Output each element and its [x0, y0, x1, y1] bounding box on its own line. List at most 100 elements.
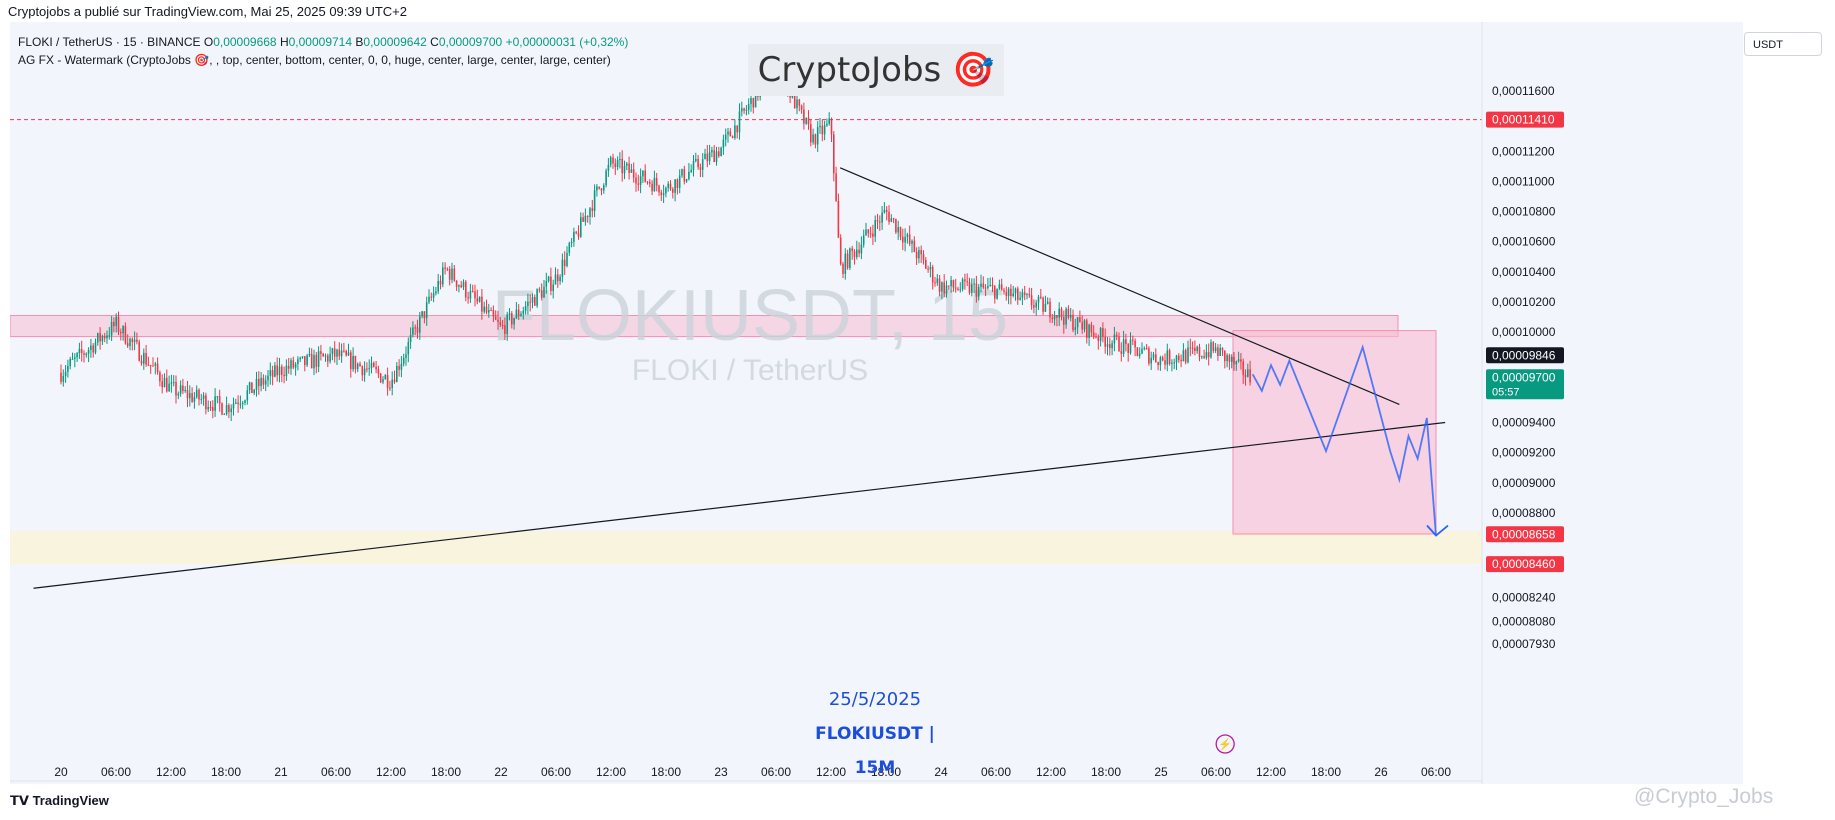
- candle-down: [497, 319, 499, 323]
- candle-up: [536, 289, 538, 306]
- legend-close: 0,00009700: [438, 35, 503, 49]
- candle-up: [195, 389, 198, 398]
- candle-up: [269, 370, 272, 376]
- candle-up: [469, 290, 472, 299]
- lightning-glyph: ⚡: [1218, 738, 1232, 751]
- candle-down: [651, 183, 653, 192]
- candle-up: [819, 125, 821, 128]
- candle-down: [600, 188, 603, 191]
- tradingview-logo[interactable]: 𝗧𝗩 TradingView: [10, 793, 109, 809]
- candle-down: [1224, 350, 1226, 362]
- candle-up: [580, 217, 582, 237]
- candle-down: [156, 363, 159, 373]
- candle-up: [356, 363, 359, 370]
- candle-up: [1182, 350, 1185, 362]
- candle-down: [460, 285, 462, 288]
- symbol-legend[interactable]: FLOKI / TetherUS · 15 · BINANCE O0,00009…: [18, 33, 628, 69]
- candle-up: [363, 368, 366, 376]
- candle-up: [1088, 324, 1090, 338]
- candle-up: [1175, 355, 1178, 363]
- author-credit: @Crypto_Jobs: [1634, 785, 1774, 808]
- candle-down: [1049, 301, 1051, 318]
- candle-down: [752, 98, 755, 108]
- price-badge: [1486, 526, 1564, 543]
- candle-up: [407, 342, 410, 355]
- price-axis-tick: 0,00008240: [1492, 590, 1556, 604]
- candle-up: [1171, 362, 1173, 364]
- candle-down: [485, 306, 488, 313]
- candle-up: [232, 403, 235, 409]
- candle-down: [954, 287, 957, 289]
- candle-up: [94, 342, 97, 353]
- candle-down: [644, 170, 646, 182]
- candle-down: [718, 151, 720, 157]
- time-axis-tick: 18:00: [651, 765, 681, 779]
- candle-up: [570, 241, 573, 244]
- candle-up: [642, 170, 644, 177]
- candle-down: [538, 289, 541, 291]
- candle-up: [101, 336, 104, 342]
- candle-up: [170, 382, 173, 384]
- candle-down: [471, 290, 474, 292]
- candle-down: [320, 351, 322, 354]
- price-axis-tick: 0,00010000: [1492, 325, 1556, 339]
- candle-down: [835, 173, 837, 201]
- candle-down: [632, 169, 635, 178]
- candle-down: [310, 353, 313, 369]
- candle-up: [402, 357, 405, 364]
- candle-up: [409, 334, 412, 343]
- legend-high: 0,00009714: [288, 35, 353, 49]
- candle-down: [1127, 343, 1129, 353]
- candle-down: [481, 296, 483, 312]
- candle-up: [522, 310, 525, 314]
- candle-up: [844, 253, 847, 274]
- candle-up: [856, 249, 858, 258]
- candle-up: [973, 283, 975, 285]
- candle-up: [1201, 356, 1203, 358]
- candle-up: [1012, 293, 1014, 297]
- time-axis-tick: 06:00: [321, 765, 351, 779]
- candle-up: [478, 296, 481, 302]
- candle-up: [1046, 301, 1049, 305]
- candle-down: [922, 254, 925, 260]
- candle-down: [152, 365, 154, 367]
- candle-down: [159, 372, 161, 382]
- legend-indicator[interactable]: AG FX - Watermark (CryptoJobs 🎯, , top, …: [18, 53, 611, 67]
- candle-up: [432, 293, 435, 298]
- time-axis-tick: 24: [934, 765, 948, 779]
- candle-up: [690, 170, 692, 172]
- candle-up: [163, 377, 166, 388]
- candle-up: [681, 169, 683, 176]
- candle-up: [106, 335, 108, 339]
- candle-down: [292, 360, 295, 368]
- candle-down: [1164, 360, 1166, 365]
- candle-down: [92, 345, 94, 353]
- chart-pane[interactable]: FLOKIUSDT, 15 FLOKI / TetherUS 0,00011600 0…: [10, 22, 1743, 784]
- candle-up: [370, 362, 373, 369]
- candle-down: [899, 227, 902, 237]
- currency-button[interactable]: USDT: [1744, 32, 1822, 56]
- candle-down: [1063, 317, 1065, 325]
- candle-down: [635, 177, 637, 184]
- candle-up: [1026, 294, 1028, 296]
- time-axis-tick: 23: [714, 765, 728, 779]
- price-axis-tick: 0,00007930: [1492, 637, 1556, 651]
- candle-up: [929, 266, 932, 270]
- candle-down: [283, 374, 285, 377]
- candle-up: [1235, 361, 1238, 365]
- candle-up: [1076, 317, 1079, 328]
- candle-up: [734, 125, 736, 139]
- candle-down: [1212, 342, 1215, 351]
- candle-up: [428, 296, 430, 303]
- candle-up: [347, 352, 350, 356]
- candle-down: [957, 288, 959, 290]
- legend-change: +0,00000031 (+0,32%): [505, 35, 629, 49]
- candle-up: [241, 402, 244, 404]
- candle-up: [1143, 348, 1146, 350]
- candle-up: [977, 286, 980, 297]
- candle-down: [501, 325, 504, 327]
- candle-up: [216, 396, 219, 398]
- candle-down: [345, 350, 347, 356]
- candle-up: [202, 395, 205, 399]
